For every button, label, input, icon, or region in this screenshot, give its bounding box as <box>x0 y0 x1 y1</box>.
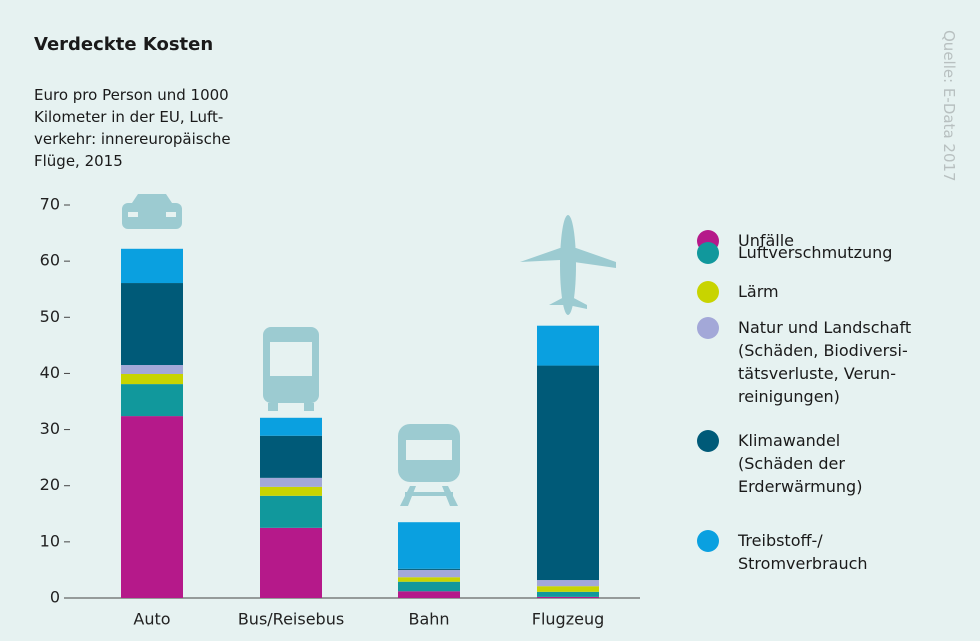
bar-segment <box>121 365 183 374</box>
bar-segment <box>537 596 599 598</box>
plane-icon <box>520 215 616 315</box>
chart-title: Verdeckte Kosten <box>34 34 214 55</box>
bar-segment <box>398 568 460 570</box>
car-icon <box>122 194 182 229</box>
bar-segment <box>537 580 599 587</box>
y-tick-label: 20 <box>40 475 60 494</box>
y-tick-label: 30 <box>40 419 60 438</box>
y-tick-label: 50 <box>40 307 60 326</box>
bar-segment <box>121 283 183 366</box>
y-tick-label: 70 <box>40 195 60 214</box>
bar-segment <box>260 495 322 528</box>
legend-label: Luftverschmutzung <box>738 243 893 262</box>
bar-segment <box>398 581 460 592</box>
bar-segment <box>537 325 599 366</box>
bar-segment <box>398 577 460 582</box>
y-tick-label: 10 <box>40 531 60 550</box>
legend-label: Unfälle <box>738 231 795 250</box>
bar-segment <box>121 373 183 385</box>
x-tick-label: Bus/Reisebus <box>238 610 344 629</box>
x-tick-label: Bahn <box>408 610 449 629</box>
bar-segment <box>537 586 599 592</box>
legend-swatch <box>697 317 719 339</box>
y-tick-label: 60 <box>40 251 60 270</box>
train-icon <box>398 424 460 506</box>
bar-segment <box>121 248 183 284</box>
legend-label: Klimawandel (Schäden der Erderwärmung) <box>738 431 863 496</box>
bar-segment <box>260 477 322 487</box>
bar-segment <box>121 384 183 417</box>
chart-subtitle: Euro pro Person und 1000 Kilometer in de… <box>34 86 231 170</box>
x-tick-label: Auto <box>133 610 170 629</box>
icons <box>122 194 616 506</box>
legend-swatch <box>697 530 719 552</box>
bar-segment <box>260 435 322 478</box>
bus-icon <box>263 327 319 411</box>
legend-swatch <box>697 242 719 264</box>
bar-segment <box>537 365 599 581</box>
legend-label: Lärm <box>738 282 779 301</box>
legend-swatch <box>697 281 719 303</box>
bar-segment <box>537 591 599 597</box>
bar-segment <box>260 527 322 598</box>
y-tick-label: 0 <box>50 588 60 607</box>
legend-label: Treibstoff-/ Stromverbrauch <box>738 531 868 573</box>
bar-segment <box>398 591 460 598</box>
bar-segment <box>398 569 460 578</box>
x-tick-label: Flugzeug <box>532 610 604 629</box>
bar-segment <box>398 522 460 569</box>
legend-swatch <box>697 430 719 452</box>
y-tick-label: 40 <box>40 363 60 382</box>
bar-segment <box>260 486 322 496</box>
bar-segment <box>260 417 322 436</box>
legend-label: Natur und Landschaft (Schäden, Biodivers… <box>738 318 912 406</box>
bar-segment <box>121 416 183 598</box>
